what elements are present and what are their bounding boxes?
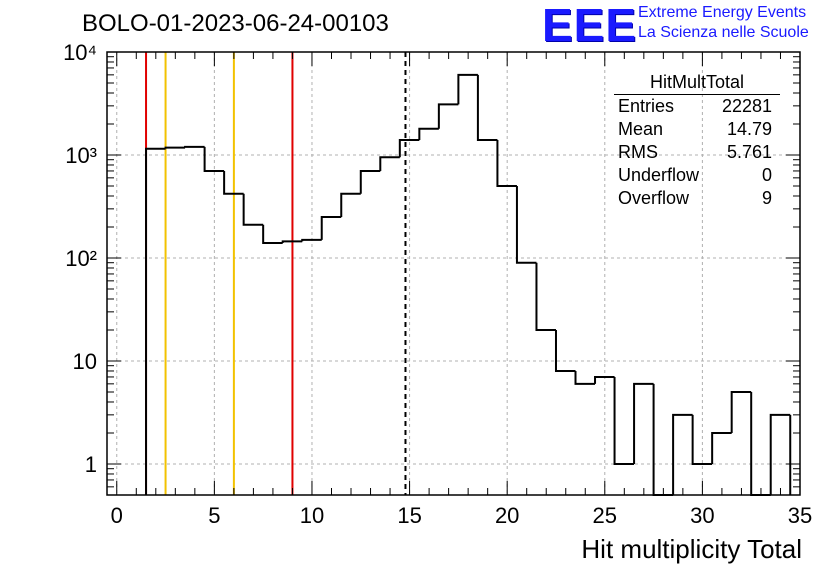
y-tick-label: 10 bbox=[73, 349, 97, 374]
histogram-bin bbox=[359, 169, 381, 194]
histogram-bin bbox=[262, 224, 283, 244]
histogram-bin bbox=[457, 73, 478, 105]
stats-label: Mean bbox=[618, 119, 664, 139]
histogram-bin bbox=[398, 138, 420, 158]
y-tick-label: 10² bbox=[65, 246, 97, 271]
histogram-bin bbox=[320, 216, 342, 240]
y-tick-label: 10³ bbox=[65, 143, 97, 168]
histogram-bin bbox=[535, 262, 556, 331]
stats-label: RMS bbox=[618, 142, 658, 162]
histogram-bin bbox=[769, 413, 791, 495]
stats-title: HitMultTotal bbox=[614, 72, 780, 95]
y-tick-label: 1 bbox=[85, 452, 97, 477]
histogram-bin bbox=[223, 170, 244, 195]
histogram-bin bbox=[437, 103, 459, 129]
histogram-bin bbox=[594, 375, 615, 384]
stats-label: Entries bbox=[618, 96, 675, 116]
x-tick-label: 10 bbox=[300, 503, 324, 528]
stats-value: 14.79 bbox=[726, 119, 772, 139]
stats-value: 22281 bbox=[721, 96, 772, 116]
stats-row-underflow: Underflow 0 bbox=[610, 164, 780, 187]
stats-row-overflow: Overflow 9 bbox=[610, 187, 780, 210]
histogram-bin bbox=[242, 193, 264, 226]
histogram-bin bbox=[164, 146, 186, 149]
stats-box: HitMultTotal Entries 22281 Mean 14.79 RM… bbox=[610, 72, 780, 210]
histogram-bin bbox=[574, 370, 596, 385]
histogram-bin bbox=[340, 192, 361, 218]
stats-row-rms: RMS 5.761 bbox=[610, 141, 780, 164]
histogram-bin bbox=[418, 127, 439, 140]
stats-value: 0 bbox=[761, 165, 772, 185]
logo-line-2: La Scienza nelle Scuole bbox=[638, 24, 809, 41]
histogram-bin bbox=[301, 238, 322, 242]
x-tick-label: 25 bbox=[593, 503, 617, 528]
stats-value: 5.761 bbox=[726, 142, 772, 162]
stats-row-mean: Mean 14.79 bbox=[610, 118, 780, 141]
histogram-bin bbox=[691, 414, 713, 465]
eee-logo: EEE bbox=[542, 0, 638, 51]
x-tick-label: 5 bbox=[208, 503, 220, 528]
histogram-bin bbox=[652, 383, 674, 496]
y-tick-label: 10⁴ bbox=[63, 40, 97, 65]
histogram-bin bbox=[554, 329, 576, 372]
histogram-bin bbox=[379, 156, 400, 171]
histogram-bin bbox=[281, 240, 303, 243]
x-tick-label: 30 bbox=[690, 503, 714, 528]
x-tick-label: 35 bbox=[788, 503, 812, 528]
histogram-bin bbox=[711, 431, 732, 464]
stats-value: 9 bbox=[761, 188, 772, 208]
chart-title: BOLO-01-2023-06-24-00103 bbox=[82, 10, 389, 37]
stats-label: Underflow bbox=[618, 165, 700, 185]
stats-label: Overflow bbox=[618, 188, 690, 208]
histogram-bin bbox=[750, 392, 771, 496]
histogram-bin bbox=[613, 376, 635, 465]
x-axis-label: Hit multiplicity Total bbox=[581, 534, 802, 564]
x-tick-label: 20 bbox=[495, 503, 519, 528]
histogram-bin bbox=[515, 186, 537, 264]
logo-line-1: Extreme Energy Events bbox=[638, 4, 807, 21]
stats-row-entries: Entries 22281 bbox=[610, 95, 780, 118]
histogram-bin bbox=[730, 391, 752, 433]
histogram-bin bbox=[496, 139, 517, 188]
histogram-bin bbox=[203, 146, 225, 172]
x-tick-label: 15 bbox=[397, 503, 421, 528]
histogram-bin bbox=[145, 147, 166, 495]
histogram-bin bbox=[184, 145, 205, 148]
histogram-bin bbox=[672, 413, 693, 495]
x-tick-label: 0 bbox=[111, 503, 123, 528]
histogram-bin bbox=[476, 74, 498, 141]
histogram-bin bbox=[633, 382, 654, 464]
